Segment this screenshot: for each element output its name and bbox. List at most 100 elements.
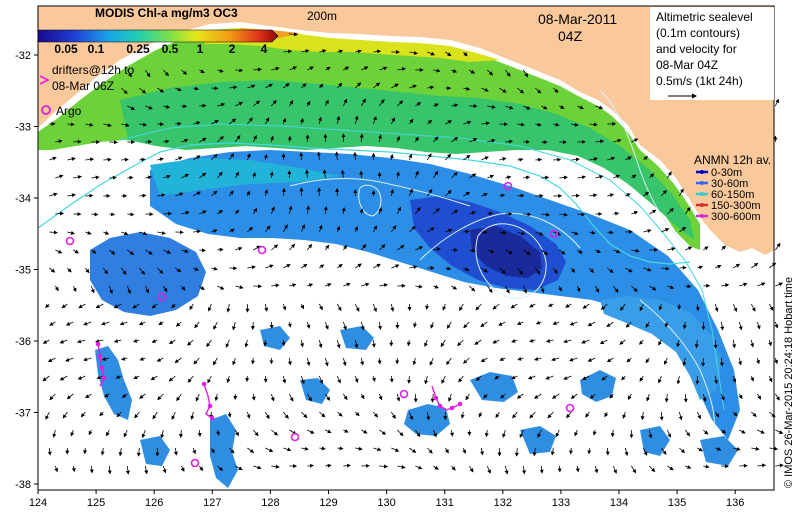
velocity-arrow (175, 121, 182, 126)
velocity-arrow (252, 134, 257, 143)
velocity-arrow (372, 225, 377, 233)
velocity-arrow (516, 393, 524, 399)
velocity-arrow (61, 303, 68, 309)
velocity-arrow (517, 157, 524, 162)
velocity-arrow (306, 393, 312, 402)
velocity-arrow (88, 429, 93, 436)
velocity-arrow (545, 338, 554, 343)
velocity-arrow (85, 193, 94, 198)
velocity-arrow (551, 393, 560, 399)
velocity-arrow (187, 339, 194, 346)
velocity-arrow (235, 246, 243, 251)
velocity-arrow (595, 139, 605, 144)
velocity-arrow (396, 135, 401, 143)
velocity-arrow (595, 249, 602, 253)
chl-tick-labels: 0.05 0.1 0.25 0.5 1 2 4 (54, 42, 267, 56)
anmn-item-label: 30-60m (711, 178, 748, 190)
velocity-arrow (553, 267, 558, 274)
velocity-arrow (433, 465, 439, 470)
velocity-arrow (265, 264, 274, 269)
velocity-arrow (175, 87, 182, 92)
anmn-item-label: 150-300m (711, 200, 761, 212)
velocity-arrow (557, 465, 562, 473)
velocity-arrow (271, 464, 280, 469)
velocity-arrow (445, 51, 452, 57)
velocity-arrow (505, 139, 513, 144)
velocity-arrow (581, 339, 590, 344)
velocity-arrow (104, 393, 110, 398)
velocity-arrow (100, 447, 105, 456)
velocity-arrow (157, 87, 165, 93)
velocity-arrow (594, 465, 599, 474)
velocity-arrow (121, 231, 129, 236)
x-tick-label: 127 (203, 497, 221, 509)
velocity-arrow (49, 393, 56, 401)
velocity-arrow (469, 285, 476, 292)
velocity-arrow (529, 338, 536, 343)
velocity-arrow (301, 411, 308, 419)
velocity-arrow (645, 321, 650, 328)
velocity-arrow (429, 357, 434, 366)
velocity-arrow (67, 267, 72, 273)
velocity-arrow (307, 66, 314, 71)
velocity-arrow (643, 191, 650, 197)
velocity-arrow (126, 69, 132, 78)
velocity-arrow (732, 303, 738, 313)
velocity-arrow (646, 393, 650, 402)
velocity-arrow (71, 465, 76, 473)
velocity-arrow (463, 154, 471, 161)
velocity-arrow (412, 357, 417, 366)
velocity-arrow (211, 86, 219, 91)
velocity-arrow (283, 49, 293, 54)
anmn-swatch-dot (700, 203, 704, 207)
velocity-arrow (264, 303, 269, 312)
velocity-arrow (389, 153, 394, 161)
velocity-arrow (264, 411, 270, 420)
velocity-arrow (226, 375, 231, 384)
velocity-arrow (631, 248, 640, 253)
velocity-arrow (415, 102, 422, 107)
velocity-arrow (121, 87, 128, 95)
velocity-arrow (113, 339, 122, 343)
velocity-arrow (774, 98, 779, 107)
velocity-arrow (574, 429, 578, 437)
velocity-arrow (604, 411, 609, 418)
velocity-arrow (469, 138, 478, 143)
velocity-arrows (42, 32, 784, 475)
velocity-arrow (319, 411, 326, 418)
velocity-arrow (685, 429, 691, 437)
velocity-arrow (145, 175, 152, 180)
velocity-arrow (235, 465, 243, 471)
velocity-arrow (78, 303, 86, 309)
velocity-arrow (217, 136, 224, 143)
velocity-arrow (519, 429, 524, 439)
velocity-arrow (541, 105, 548, 110)
velocity-arrow (720, 321, 725, 331)
argo-float (65, 236, 75, 246)
velocity-arrow (397, 67, 406, 72)
velocity-arrow (425, 303, 430, 310)
velocity-arrow (300, 224, 305, 233)
velocity-arrow (775, 242, 781, 251)
y-tick-label: -37 (15, 408, 31, 420)
velocity-arrow (606, 357, 614, 363)
velocity-arrow (283, 411, 289, 419)
x-axis: 124 125 126 127 128 129 130 131 132 133 134 135 136 (29, 490, 744, 509)
velocity-arrow (187, 375, 194, 383)
velocity-arrow (322, 169, 327, 179)
velocity-arrow (620, 303, 626, 311)
velocity-arrow (409, 84, 417, 89)
velocity-arrow (163, 249, 172, 254)
velocity-arrow (594, 285, 600, 293)
velocity-arrow (577, 105, 584, 110)
velocity-arrow (487, 138, 496, 143)
velocity-arrow (444, 447, 449, 454)
velocity-arrow (157, 231, 166, 235)
velocity-arrow (318, 303, 323, 311)
x-tick-label: 136 (726, 497, 744, 509)
x-tick-label: 124 (29, 497, 47, 509)
velocity-arrow (732, 339, 737, 349)
velocity-arrow (91, 175, 100, 180)
velocity-arrow (318, 339, 323, 349)
velocity-arrow (667, 208, 674, 215)
